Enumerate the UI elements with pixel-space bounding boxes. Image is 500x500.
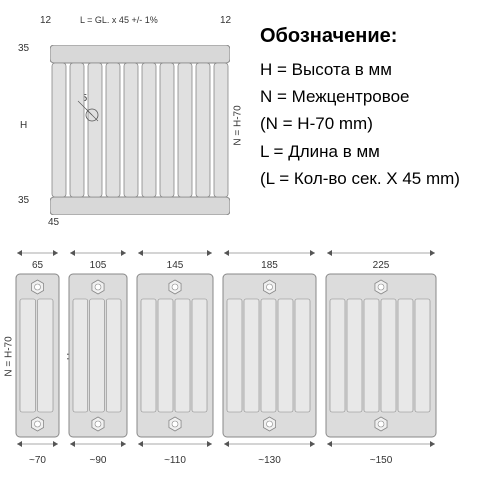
- cs-body-2: [136, 273, 214, 438]
- cross-section-0: 65N = H-70H~70: [15, 245, 60, 466]
- legend-line-n: N = Межцентровое: [260, 83, 490, 110]
- cs-bottom-dim-4: ~150: [325, 440, 437, 466]
- diagram-container: 12 L = GL. x 45 +/- 1% 12 35 H 35 45 ⌀25…: [0, 0, 500, 500]
- legend-line-l-formula: (L = Кол-во сек. X 45 mm): [260, 165, 490, 192]
- cs-bottom-dim-3: ~130: [222, 440, 317, 466]
- cs-body-1: [68, 273, 128, 438]
- cross-section-4: 225 ~150: [325, 245, 437, 466]
- cs-top-dim-4: 225: [325, 245, 437, 271]
- cs-body-4: [325, 273, 437, 438]
- cs-bottom-dim-1: ~90: [68, 440, 128, 466]
- main-radiator-diagram: 12 L = GL. x 45 +/- 1% 12 35 H 35 45 ⌀25…: [20, 15, 240, 225]
- dim-top-center: L = GL. x 45 +/- 1%: [80, 15, 158, 25]
- cs-side-n-label: N = H-70: [4, 336, 15, 376]
- dim-left-height-h: H: [20, 120, 27, 131]
- cs-top-dim-1: 105: [68, 245, 128, 271]
- dim-left-bottom-45: 45: [48, 217, 59, 228]
- cs-top-dim-3: 185: [222, 245, 317, 271]
- dim-top-right: 12: [220, 15, 231, 26]
- legend-title: Обозначение:: [260, 25, 490, 48]
- dim-left-bottom-35: 35: [18, 195, 29, 206]
- cross-section-3: 185 ~130: [222, 245, 317, 466]
- dim-left-top-35: 35: [18, 43, 29, 54]
- cs-bottom-dim-2: ~110: [136, 440, 214, 466]
- cs-body-0: N = H-70H: [15, 273, 60, 438]
- cs-body-3: [222, 273, 317, 438]
- dim-right-n: N = H-70: [233, 105, 244, 145]
- cs-top-dim-0: 65: [15, 245, 60, 271]
- legend-block: Обозначение: H = Высота в мм N = Межцент…: [260, 25, 490, 192]
- legend-line-h: H = Высота в мм: [260, 56, 490, 83]
- cs-top-dim-2: 145: [136, 245, 214, 271]
- cross-section-1: 105 ~90: [68, 245, 128, 466]
- legend-line-n-formula: (N = H-70 mm): [260, 110, 490, 137]
- main-tubes: [52, 63, 228, 197]
- cross-sections-row: 65N = H-70H~70 105 ~90 145 ~110 185 ~130 225 ~15…: [15, 245, 485, 475]
- cross-section-2: 145 ~110: [136, 245, 214, 466]
- legend-line-l: L = Длина в мм: [260, 138, 490, 165]
- cs-bottom-dim-0: ~70: [15, 440, 60, 466]
- main-radiator-svg: [50, 45, 230, 215]
- dim-top-left: 12: [40, 15, 51, 26]
